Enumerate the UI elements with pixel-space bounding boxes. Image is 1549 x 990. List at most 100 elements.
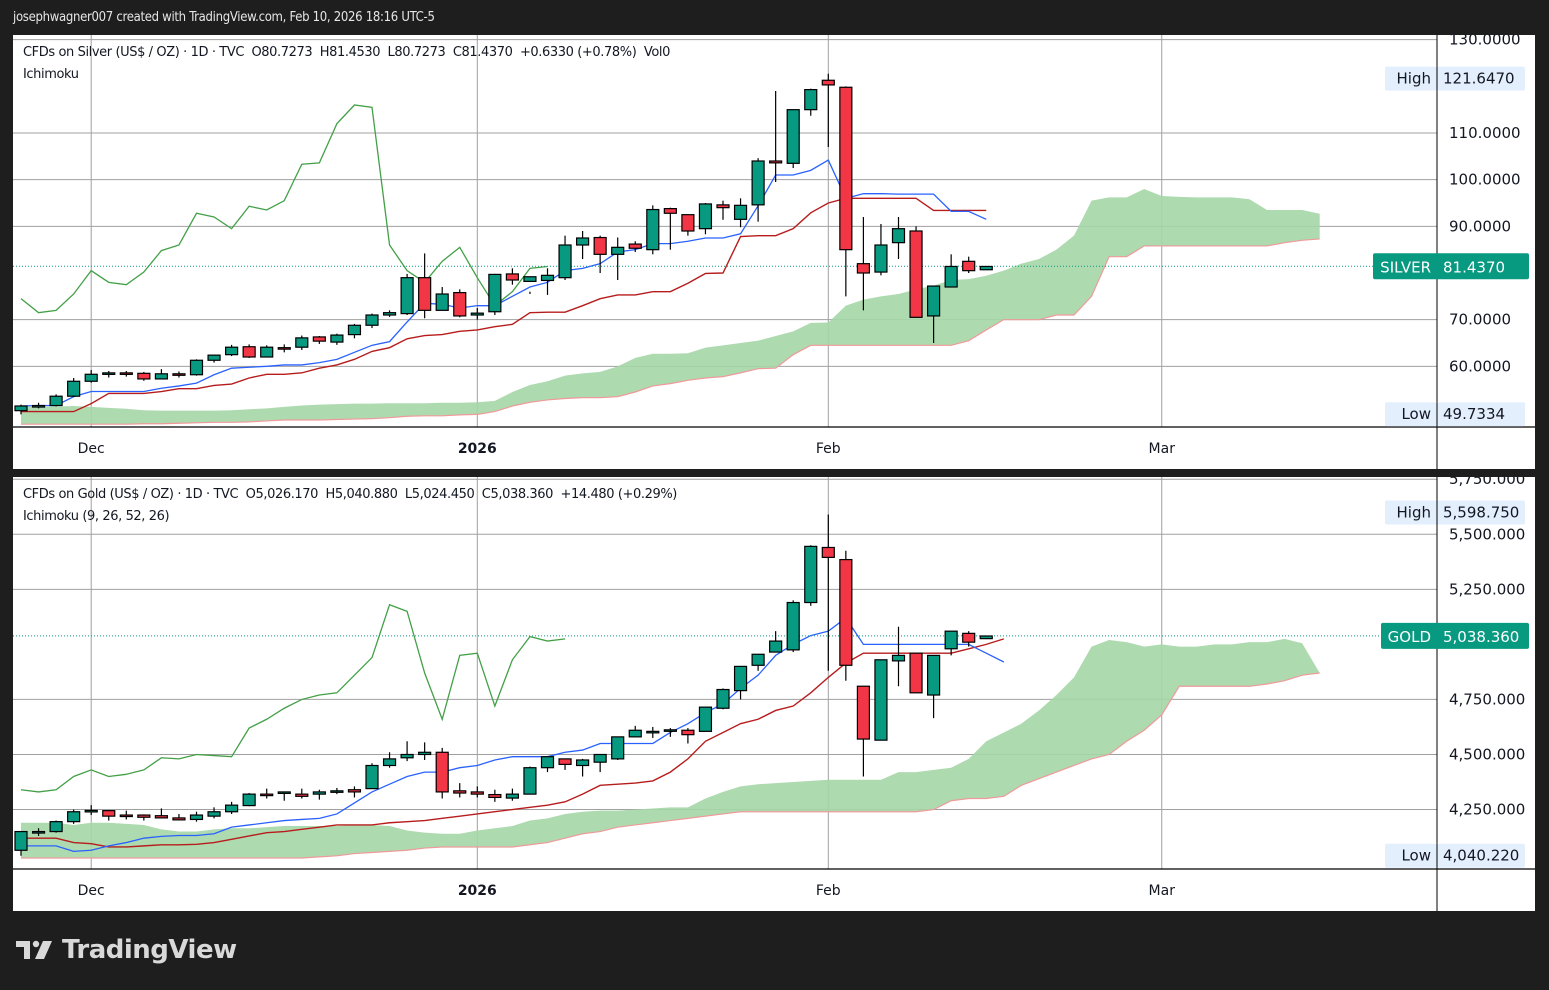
silver-indicator-label[interactable]: Ichimoku [23,67,79,82]
candle [593,235,607,273]
candle-body-up [874,244,888,273]
gold-chart[interactable]: 5,750.000 5,500.000 5,250.000 4,750.000 4,50… [13,477,1535,911]
candle [295,788,309,799]
candle [558,235,572,280]
kijun-sen-line [21,638,1005,848]
y-tick-label: 5,500.000 [1449,525,1525,543]
candle-body-down [119,372,133,375]
candle [575,758,590,777]
gold-chart-pane[interactable]: 5,750.000 5,500.000 5,250.000 4,750.000 4,50… [13,477,1535,911]
candle [804,88,818,116]
candle [14,830,28,856]
candle-body-up [225,346,239,356]
candle [733,665,748,700]
chikou-lagging-line [20,104,548,314]
candle [31,402,46,409]
candle-body-up [944,630,958,650]
candle [312,336,326,344]
candle [470,308,484,320]
silver-chart-pane[interactable]: 130.0000 110.0000 100.0000 90.0000 70.0000 60… [13,35,1535,469]
senkou-span-b-line [21,238,1320,425]
x-tick-label: 2026 [458,883,497,899]
candle [909,226,923,318]
candle [400,741,414,762]
candle-body-up [979,635,993,640]
candle-body-up [926,285,941,317]
candle [453,783,467,798]
candle-body-up [611,736,625,760]
candle-body-up [663,729,677,732]
candle [277,344,291,353]
candle [435,747,449,799]
candle-body-up [733,204,748,220]
gold-indicator-label[interactable]: Ichimoku (9, 26, 52, 26) [23,509,170,524]
candle [926,654,941,719]
candle-body-up [540,274,555,282]
candle-body-down [962,260,976,272]
candle [84,805,98,816]
candle [418,742,432,760]
candle [804,545,818,606]
tradingview-brand-name: TradingView [62,935,237,965]
tenkan-sen-line [20,159,987,407]
candle [663,207,677,250]
candle [225,344,239,357]
candle-body-down [821,79,835,86]
candle-body-down [277,347,291,350]
candle-body-up [14,830,28,851]
candle-body-down [347,789,362,793]
silver-open: O80.7273 [251,45,313,60]
kijun-sen-line [21,197,987,413]
candle [962,256,976,273]
candle-body-down [505,273,519,281]
candle-body-up [891,654,906,662]
candle-body-up [347,324,362,336]
candle-body-up [804,545,818,604]
candle-body-up [365,314,379,326]
candle [154,369,168,380]
candle [207,354,221,363]
candle [979,265,993,271]
candle [575,231,590,259]
candle [821,73,835,147]
candle [839,86,853,297]
silver-chart[interactable]: 130.0000 110.0000 100.0000 90.0000 70.0000 60… [13,35,1535,469]
candle-body-down [681,729,695,736]
chart-header: josephwagner007 created with TradingView… [13,10,435,25]
high-price-tag-value: 5,598.750 [1443,504,1519,522]
candle-body-up [330,334,344,343]
candle-body-down [856,685,871,740]
candle-body-up [49,821,63,833]
candle-body-up [225,804,239,813]
candle [874,224,888,276]
candle-body-up [400,277,414,315]
candle [979,635,993,640]
candle-body-up [926,654,941,696]
candle [733,198,748,228]
tradingview-logo[interactable]: TradingView [16,935,237,965]
candle [786,109,800,168]
candle [540,268,555,295]
y-tick-label: 130.0000 [1449,35,1521,49]
candle-body-up [540,756,555,769]
silver-legend: CFDs on Silver (US$ / OZ) · 1D · TVC O80… [23,45,670,60]
y-tick-label: 5,750.000 [1449,477,1525,488]
candle-body-up [365,764,379,790]
candle-body-up [470,312,484,316]
candle-body-up [488,273,502,313]
candle [470,786,484,798]
symbol-price-tag-bg [1381,622,1529,649]
candle [716,200,730,220]
candle [681,214,695,236]
candle [646,726,660,738]
candle [628,725,642,738]
candle [330,787,344,795]
y-tick-label: 90.0000 [1449,217,1511,235]
candle-body-up [505,793,519,799]
candle [962,631,976,647]
high-price-tag-value: 121.6470 [1443,70,1515,88]
candle-body-up [207,811,221,817]
candle [330,333,344,345]
candle [944,254,958,288]
candle-body-down [242,346,256,358]
